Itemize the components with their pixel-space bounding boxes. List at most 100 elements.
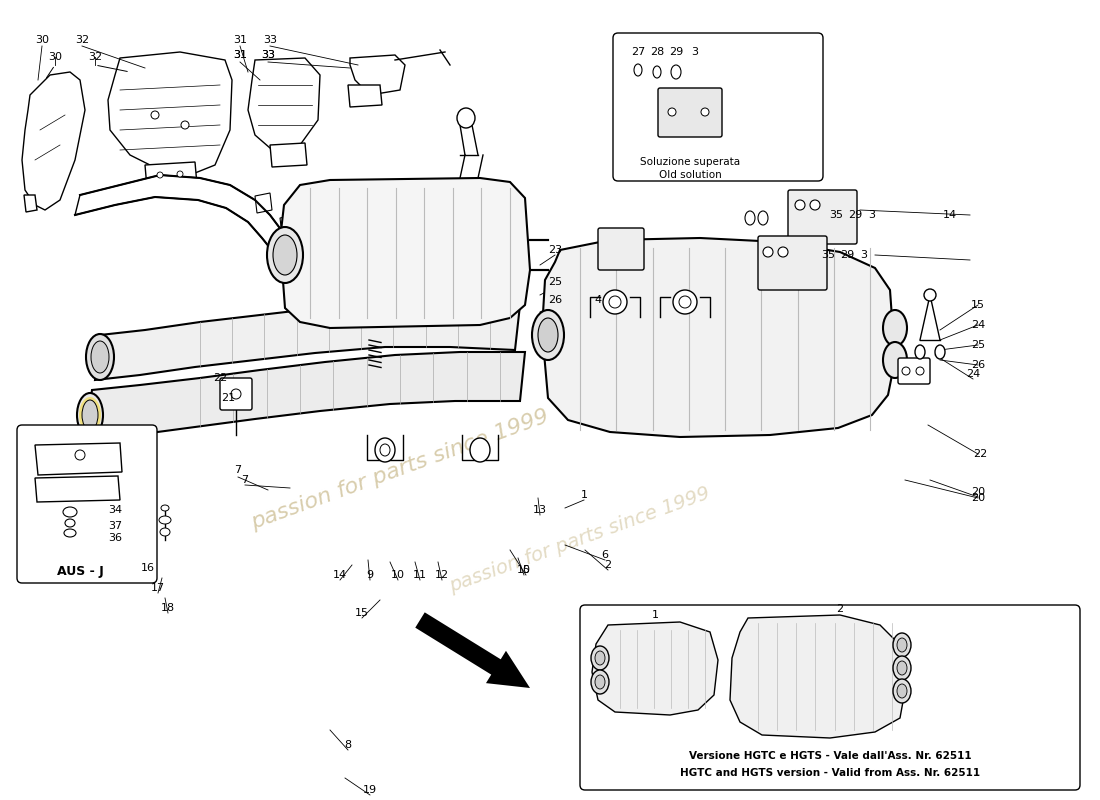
Ellipse shape	[609, 296, 622, 308]
Text: 33: 33	[261, 50, 275, 60]
FancyBboxPatch shape	[16, 425, 157, 583]
Ellipse shape	[595, 651, 605, 665]
Text: 4: 4	[594, 295, 602, 305]
Text: 22: 22	[972, 449, 987, 459]
Ellipse shape	[267, 227, 303, 283]
Text: 26: 26	[548, 295, 562, 305]
Ellipse shape	[701, 108, 710, 116]
Text: 22: 22	[213, 373, 227, 383]
Text: 11: 11	[412, 570, 427, 580]
Polygon shape	[95, 302, 520, 380]
Text: Soluzione superata: Soluzione superata	[640, 157, 740, 167]
Ellipse shape	[893, 656, 911, 680]
Ellipse shape	[924, 289, 936, 301]
Ellipse shape	[160, 516, 170, 524]
Ellipse shape	[671, 65, 681, 79]
Ellipse shape	[379, 444, 390, 456]
FancyBboxPatch shape	[788, 190, 857, 244]
Polygon shape	[542, 238, 895, 437]
Text: 33: 33	[263, 35, 277, 45]
Text: 7: 7	[241, 475, 249, 485]
Text: 6: 6	[602, 550, 608, 560]
Text: 35: 35	[829, 210, 843, 220]
Ellipse shape	[603, 290, 627, 314]
Text: 19: 19	[363, 785, 377, 795]
Text: 36: 36	[108, 533, 122, 543]
Text: 1: 1	[581, 490, 587, 500]
Text: 31: 31	[233, 50, 248, 60]
Text: 32: 32	[88, 52, 102, 62]
Text: 16: 16	[141, 563, 155, 573]
Ellipse shape	[883, 342, 908, 378]
Ellipse shape	[64, 529, 76, 537]
Ellipse shape	[273, 235, 297, 275]
Ellipse shape	[893, 633, 911, 657]
Text: 34: 34	[108, 505, 122, 515]
Text: 15: 15	[971, 300, 984, 310]
Ellipse shape	[91, 341, 109, 373]
Text: 2: 2	[604, 560, 612, 570]
Polygon shape	[75, 175, 295, 275]
Ellipse shape	[177, 171, 183, 177]
Ellipse shape	[795, 200, 805, 210]
Text: 24: 24	[966, 369, 980, 379]
Polygon shape	[280, 178, 530, 328]
Ellipse shape	[65, 519, 75, 527]
FancyArrow shape	[416, 612, 530, 688]
Polygon shape	[35, 443, 122, 475]
Text: passion for parts since 1999: passion for parts since 1999	[447, 484, 713, 596]
FancyBboxPatch shape	[220, 378, 252, 410]
Ellipse shape	[375, 438, 395, 462]
Text: 10: 10	[517, 565, 531, 575]
Text: 3: 3	[692, 47, 698, 57]
Ellipse shape	[231, 389, 241, 399]
Ellipse shape	[916, 367, 924, 375]
Text: 31: 31	[233, 50, 248, 60]
Ellipse shape	[758, 211, 768, 225]
FancyBboxPatch shape	[613, 33, 823, 181]
Ellipse shape	[679, 296, 691, 308]
Ellipse shape	[470, 438, 490, 462]
Text: passion for parts since 1999: passion for parts since 1999	[249, 406, 552, 534]
Text: 3: 3	[860, 250, 868, 260]
Text: 33: 33	[261, 50, 275, 60]
Text: 17: 17	[151, 583, 165, 593]
Text: 31: 31	[233, 35, 248, 45]
Text: 28: 28	[650, 47, 664, 57]
Text: 20: 20	[971, 493, 986, 503]
FancyBboxPatch shape	[598, 228, 644, 270]
Ellipse shape	[79, 397, 101, 433]
FancyBboxPatch shape	[658, 88, 722, 137]
Ellipse shape	[532, 310, 564, 360]
Text: 29: 29	[840, 250, 854, 260]
Text: 30: 30	[35, 35, 50, 45]
Ellipse shape	[896, 661, 907, 675]
Ellipse shape	[810, 200, 820, 210]
Text: 10: 10	[390, 570, 405, 580]
Ellipse shape	[745, 211, 755, 225]
FancyBboxPatch shape	[758, 236, 827, 290]
Polygon shape	[248, 58, 320, 148]
Polygon shape	[592, 622, 718, 715]
Text: 27: 27	[631, 47, 645, 57]
Text: 24: 24	[971, 320, 986, 330]
Ellipse shape	[591, 670, 609, 694]
Polygon shape	[24, 195, 37, 212]
Text: Old solution: Old solution	[659, 170, 722, 180]
Ellipse shape	[935, 345, 945, 359]
Ellipse shape	[75, 450, 85, 460]
Polygon shape	[255, 193, 272, 213]
Text: 25: 25	[548, 277, 562, 287]
Polygon shape	[108, 52, 232, 175]
Polygon shape	[280, 215, 297, 235]
Polygon shape	[350, 55, 405, 95]
Text: 3: 3	[869, 210, 876, 220]
Text: 20: 20	[971, 487, 986, 497]
Polygon shape	[145, 162, 197, 188]
Text: 37: 37	[108, 521, 122, 531]
Text: AUS - J: AUS - J	[56, 566, 103, 578]
Ellipse shape	[456, 108, 475, 128]
Ellipse shape	[157, 172, 163, 178]
Text: 18: 18	[161, 603, 175, 613]
Ellipse shape	[595, 675, 605, 689]
